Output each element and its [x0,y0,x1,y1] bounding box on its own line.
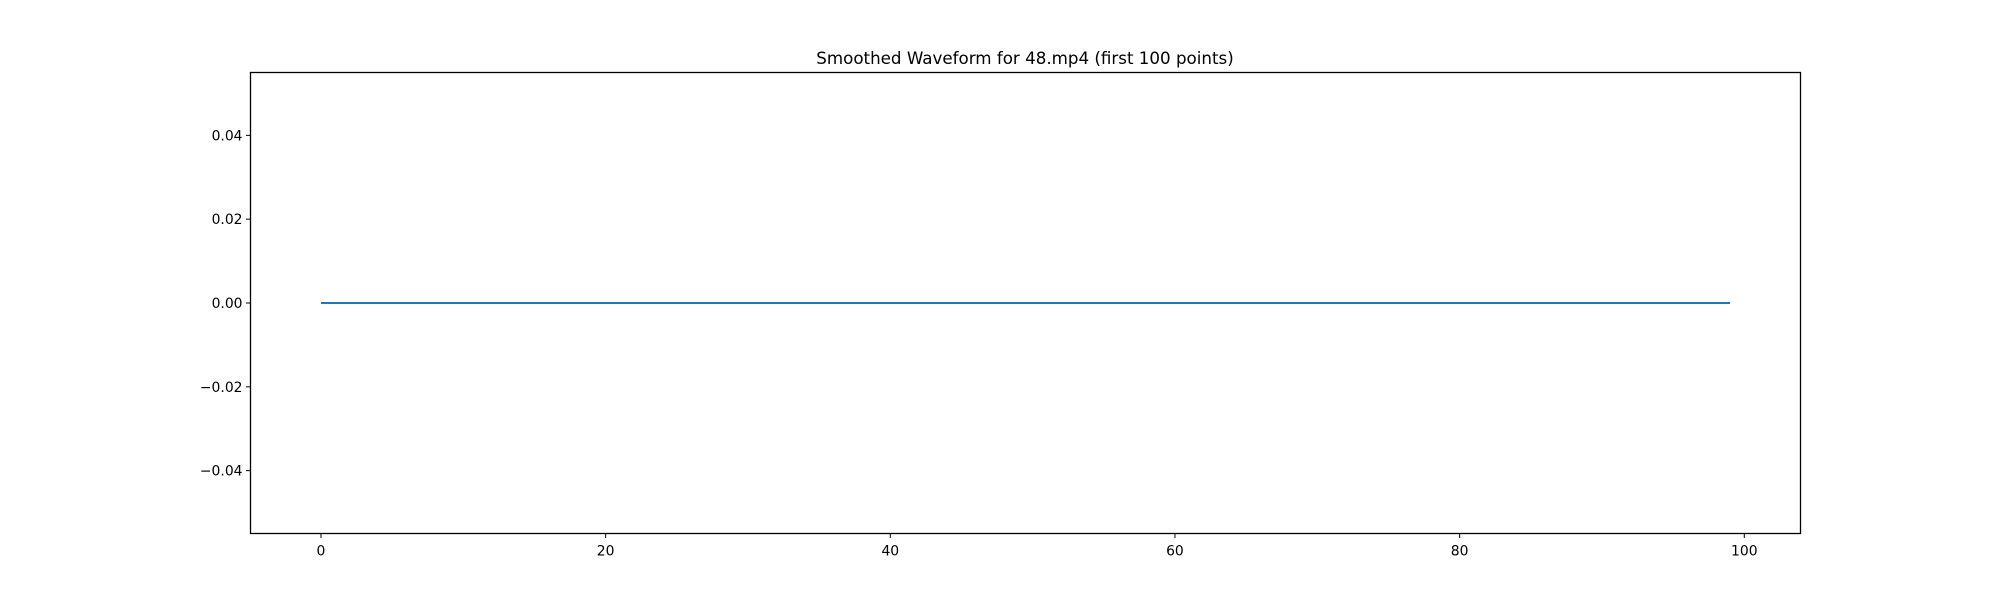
y-tick-label: −0.04 [200,464,243,480]
y-tick-label: 0.00 [212,296,243,312]
y-tick-label: 0.02 [212,212,243,228]
y-axis: −0.04 −0.02 0.00 0.02 0.04 [200,128,251,480]
x-tick-label: 60 [1166,544,1184,560]
axes-frame [249,71,1802,535]
x-tick-label: 20 [597,544,615,560]
x-tick-label: 80 [1451,544,1469,560]
x-tick-label: 40 [881,544,899,560]
y-tick-label: −0.02 [200,380,243,396]
x-tick-label: 0 [317,544,326,560]
y-tick-label: 0.04 [212,128,243,144]
x-axis: 0 20 40 60 80 100 [317,533,1758,560]
x-tick-label: 100 [1731,544,1758,560]
chart-title: Smoothed Waveform for 48.mp4 (first 100 … [816,48,1233,68]
